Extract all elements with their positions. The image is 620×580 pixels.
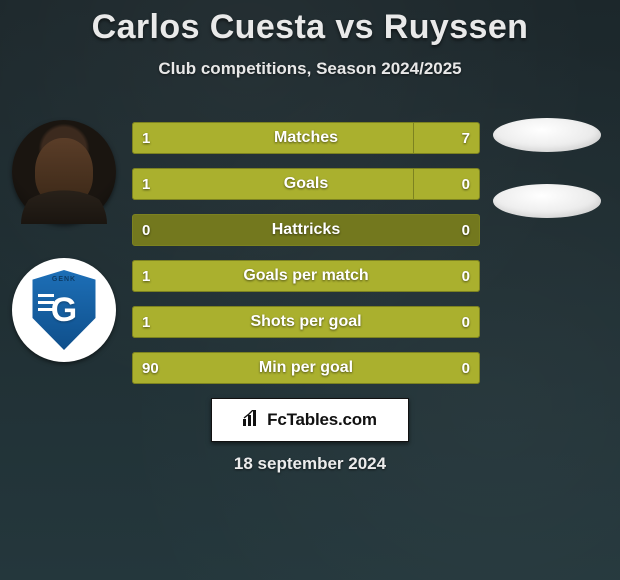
stat-row: 10Shots per goal [132, 306, 480, 338]
stat-row: 10Goals per match [132, 260, 480, 292]
stat-fill [132, 168, 414, 200]
page-subtitle: Club competitions, Season 2024/2025 [0, 59, 620, 79]
brand-box[interactable]: FcTables.com [211, 398, 409, 442]
date-text: 18 september 2024 [0, 454, 620, 474]
club-badge: GENK G [12, 258, 116, 362]
stat-fill [132, 352, 480, 384]
stat-row: 17Matches [132, 122, 480, 154]
club-name-small: GENK [29, 276, 99, 283]
club-initial: G [51, 291, 77, 330]
stat-fill [132, 260, 480, 292]
shield-stripes-icon [38, 294, 54, 311]
opponent-placeholder-2 [493, 184, 601, 218]
stat-fill [132, 306, 480, 338]
brand-name: FcTables.com [267, 410, 377, 430]
stat-row: 10Goals [132, 168, 480, 200]
avatar-face [35, 138, 93, 206]
stat-row: 900Min per goal [132, 352, 480, 384]
stat-fill [132, 122, 414, 154]
page-title: Carlos Cuesta vs Ruyssen [0, 0, 620, 47]
bar-chart-icon [243, 410, 261, 431]
right-column [488, 118, 606, 218]
club-shield-icon: GENK G [29, 270, 99, 350]
stat-track [132, 214, 480, 246]
opponent-placeholder-1 [493, 118, 601, 152]
left-column: GENK G [8, 120, 120, 362]
content-root: Carlos Cuesta vs Ruyssen Club competitio… [0, 0, 620, 580]
player-avatar [12, 120, 116, 224]
stat-row: 00Hattricks [132, 214, 480, 246]
stats-bars: 17Matches 10Goals 00Hattricks 10Goals per m… [132, 122, 480, 384]
